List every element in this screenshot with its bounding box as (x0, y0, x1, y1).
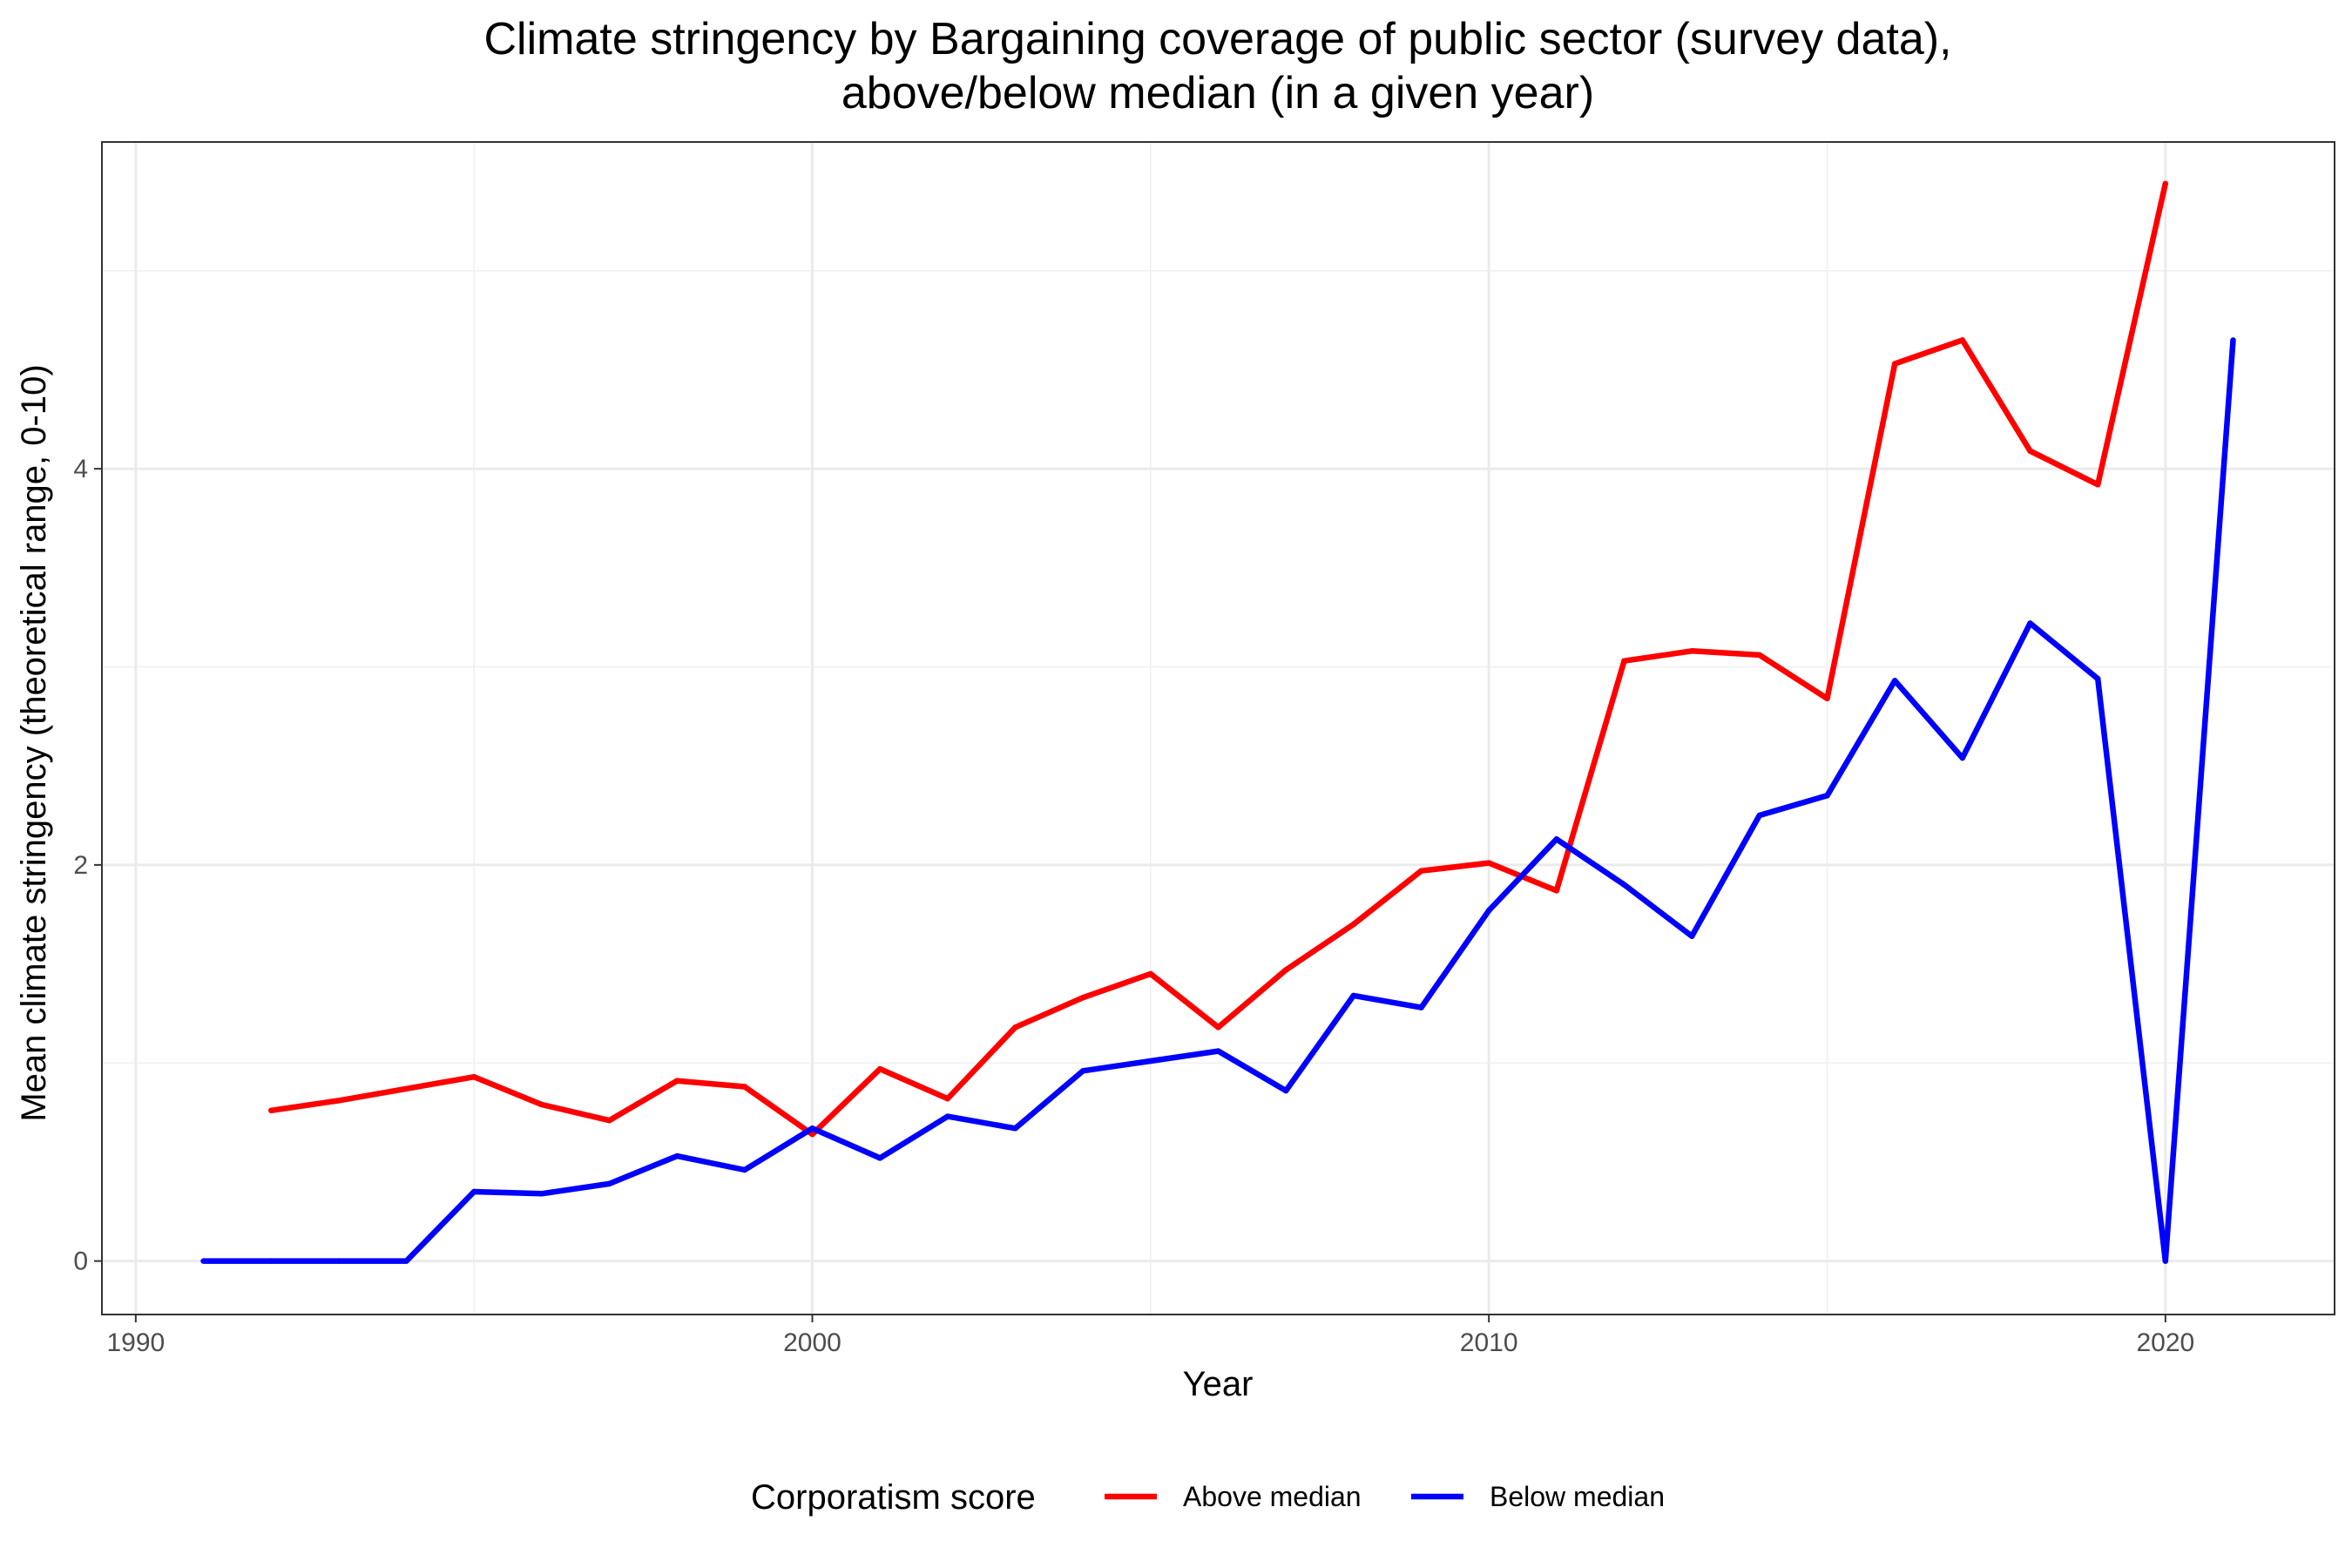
plot-panel-background (102, 142, 2335, 1315)
data-point (809, 1131, 815, 1138)
x-axis: 1990 2000 2010 2020 (106, 1315, 2194, 1357)
x-tick-label: 2010 (1460, 1328, 1518, 1357)
data-point (2230, 337, 2236, 343)
data-point (877, 1155, 883, 1161)
series-lines (200, 180, 2236, 1264)
data-point (809, 1125, 815, 1132)
y-axis-title: Mean climate stringency (theoretical ran… (15, 364, 53, 1121)
data-point (1689, 933, 1695, 939)
data-point (674, 1152, 680, 1159)
data-point (1283, 967, 1289, 973)
data-point (1756, 812, 1763, 819)
data-point (1012, 1125, 1018, 1132)
data-point (200, 1258, 206, 1264)
y-tick-label: 4 (73, 455, 88, 483)
plot-panel-border (101, 141, 2335, 1315)
series-points-1 (200, 337, 2236, 1264)
data-point (1486, 908, 1492, 914)
data-point (1621, 882, 1627, 888)
plot-border (101, 141, 2335, 1315)
data-point (2027, 448, 2033, 454)
data-point (606, 1118, 612, 1124)
data-point (1959, 754, 1965, 761)
data-point (2095, 676, 2101, 682)
series-points-0 (268, 180, 2168, 1138)
data-point (1892, 678, 1898, 684)
data-point (1486, 860, 1492, 866)
data-point (2095, 482, 2101, 488)
data-point (1012, 1024, 1018, 1031)
data-point (1147, 970, 1154, 977)
data-point (1418, 1004, 1424, 1010)
data-point (606, 1180, 612, 1187)
data-point (741, 1084, 747, 1090)
major-gridlines (102, 142, 2335, 1315)
data-point (2162, 180, 2168, 186)
data-point (741, 1166, 747, 1173)
data-point (268, 1107, 274, 1114)
data-point (1553, 836, 1560, 842)
data-point (403, 1085, 409, 1092)
data-point (2162, 1258, 2168, 1264)
chart-subtitle: above/below median (in a given year) (841, 68, 1594, 118)
data-point (403, 1258, 409, 1264)
data-point (1350, 992, 1357, 999)
y-tick-label: 0 (73, 1247, 88, 1276)
chart-title: Climate stringency by Bargaining coverag… (483, 14, 1951, 64)
legend-label-1: Below median (1490, 1481, 1665, 1512)
data-point (335, 1258, 341, 1264)
data-point (1147, 1058, 1154, 1064)
data-point (944, 1113, 951, 1119)
x-tick-label: 2020 (2136, 1328, 2194, 1357)
plot-panel (102, 142, 2335, 1315)
data-point (1756, 652, 1763, 659)
legend-title: Corporatism score (751, 1478, 1036, 1517)
data-point (1824, 793, 1830, 799)
data-point (471, 1074, 477, 1080)
data-point (1892, 361, 1898, 367)
data-point (1215, 1048, 1221, 1054)
data-point (877, 1065, 883, 1072)
data-point (2027, 620, 2033, 626)
data-point (268, 1258, 274, 1264)
data-point (1553, 888, 1560, 894)
minor-gridlines (102, 142, 2335, 1315)
data-point (471, 1188, 477, 1195)
y-tick-label: 2 (73, 851, 88, 880)
data-point (1080, 995, 1086, 1001)
data-point (538, 1101, 544, 1108)
x-axis-title: Year (1183, 1365, 1254, 1403)
data-point (1215, 1024, 1221, 1031)
legend-items: Above median Below median (1105, 1481, 1665, 1512)
x-tick-label: 1990 (106, 1328, 165, 1357)
data-point (335, 1098, 341, 1104)
data-point (1350, 921, 1357, 928)
data-point (1283, 1087, 1289, 1094)
data-point (1418, 868, 1424, 874)
legend: Corporatism score Above median Below medi… (751, 1478, 1665, 1517)
data-point (1689, 648, 1695, 654)
data-point (1080, 1068, 1086, 1074)
data-point (1959, 337, 1965, 343)
legend-label-0: Above median (1183, 1481, 1362, 1512)
data-point (674, 1078, 680, 1084)
data-point (1621, 658, 1627, 664)
data-point (538, 1191, 544, 1197)
data-point (1824, 695, 1830, 702)
x-tick-label: 2000 (783, 1328, 841, 1357)
y-axis: 0 2 4 (73, 455, 102, 1276)
data-point (944, 1096, 951, 1102)
